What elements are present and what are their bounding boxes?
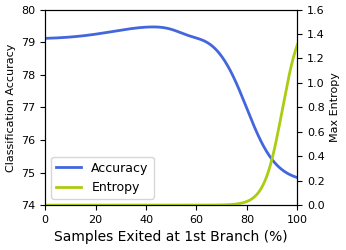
Entropy xyxy=(240,202,244,204)
Entropy xyxy=(244,200,248,203)
Accuracy xyxy=(145,26,149,29)
Y-axis label: Classification Accuracy: Classification Accuracy xyxy=(6,43,16,172)
Entropy xyxy=(216,204,220,206)
Entropy xyxy=(43,204,47,207)
Y-axis label: Max Entropy: Max Entropy xyxy=(330,72,340,142)
Accuracy xyxy=(43,37,47,40)
Accuracy xyxy=(240,95,244,98)
Accuracy xyxy=(154,26,158,29)
Accuracy xyxy=(245,106,249,110)
Line: Accuracy: Accuracy xyxy=(45,27,298,178)
Legend: Accuracy, Entropy: Accuracy, Entropy xyxy=(51,157,154,199)
Accuracy xyxy=(151,26,155,29)
Entropy xyxy=(154,204,158,207)
Entropy xyxy=(69,204,73,207)
Entropy xyxy=(295,43,300,46)
Line: Entropy: Entropy xyxy=(45,44,298,205)
Entropy xyxy=(145,204,149,207)
X-axis label: Samples Exited at 1st Branch (%): Samples Exited at 1st Branch (%) xyxy=(54,230,288,244)
Accuracy xyxy=(217,51,221,54)
Accuracy xyxy=(69,36,73,38)
Accuracy xyxy=(295,176,300,179)
